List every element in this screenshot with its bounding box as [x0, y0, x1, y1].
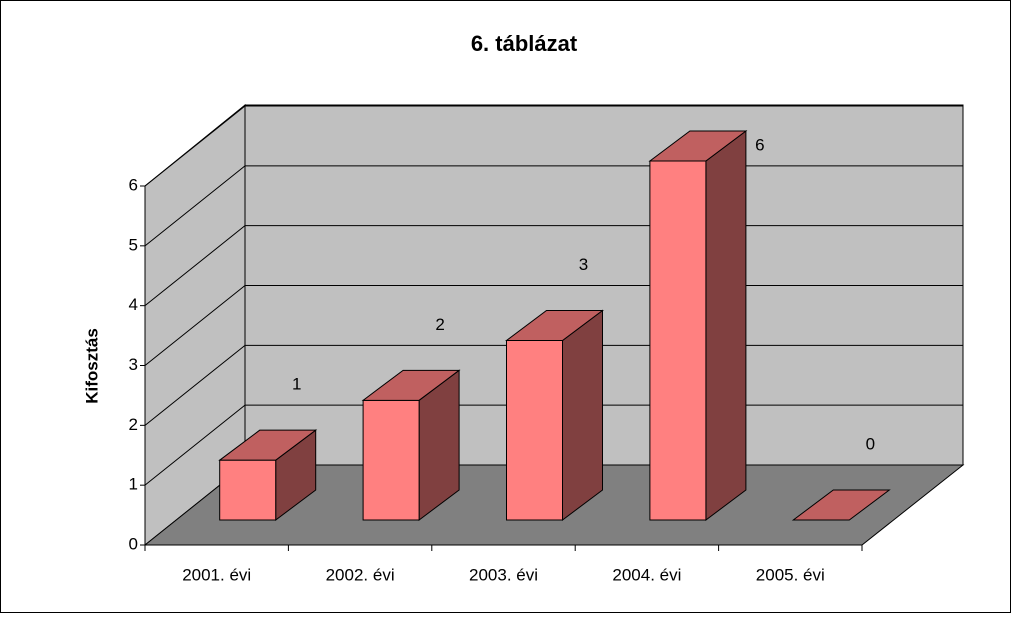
data-label: 2 [435, 315, 444, 334]
x-tick-label: 2005. évi [756, 565, 825, 584]
bar [649, 160, 707, 521]
x-tick-label: 2004. évi [612, 565, 681, 584]
grid-line [144, 105, 246, 187]
bar [219, 459, 277, 521]
data-label: 3 [579, 255, 588, 274]
y-tick-label: 1 [129, 475, 138, 494]
data-label: 0 [866, 434, 875, 453]
y-tick-label: 4 [129, 295, 138, 314]
y-tick-label: 0 [129, 534, 138, 553]
bar [506, 340, 563, 521]
grid-line [144, 404, 246, 486]
bar-top [791, 489, 891, 521]
x-tick-label: 2003. évi [469, 565, 538, 584]
bar-side [562, 309, 603, 521]
grid-line [144, 285, 246, 366]
y-tick-label: 3 [129, 355, 138, 374]
bar-top [505, 310, 604, 341]
x-tick-label: 2002. évi [326, 565, 395, 584]
bar-side [705, 130, 747, 521]
grid-line [144, 225, 246, 307]
bar [362, 399, 420, 521]
data-label: 6 [755, 135, 764, 154]
grid-line [144, 344, 246, 426]
y-tick-label: 6 [129, 175, 138, 194]
x-tick-label: 2001. évi [182, 565, 251, 584]
y-axis-label: Kifosztás [82, 328, 101, 404]
bar-top [648, 130, 748, 162]
bar-top [218, 429, 318, 461]
chart-title: 6. táblázat [471, 31, 578, 56]
y-tick-label: 2 [129, 415, 138, 434]
grid-line [144, 165, 246, 247]
data-label: 1 [292, 375, 301, 394]
bar-top [361, 369, 461, 401]
y-tick-label: 5 [129, 235, 138, 254]
